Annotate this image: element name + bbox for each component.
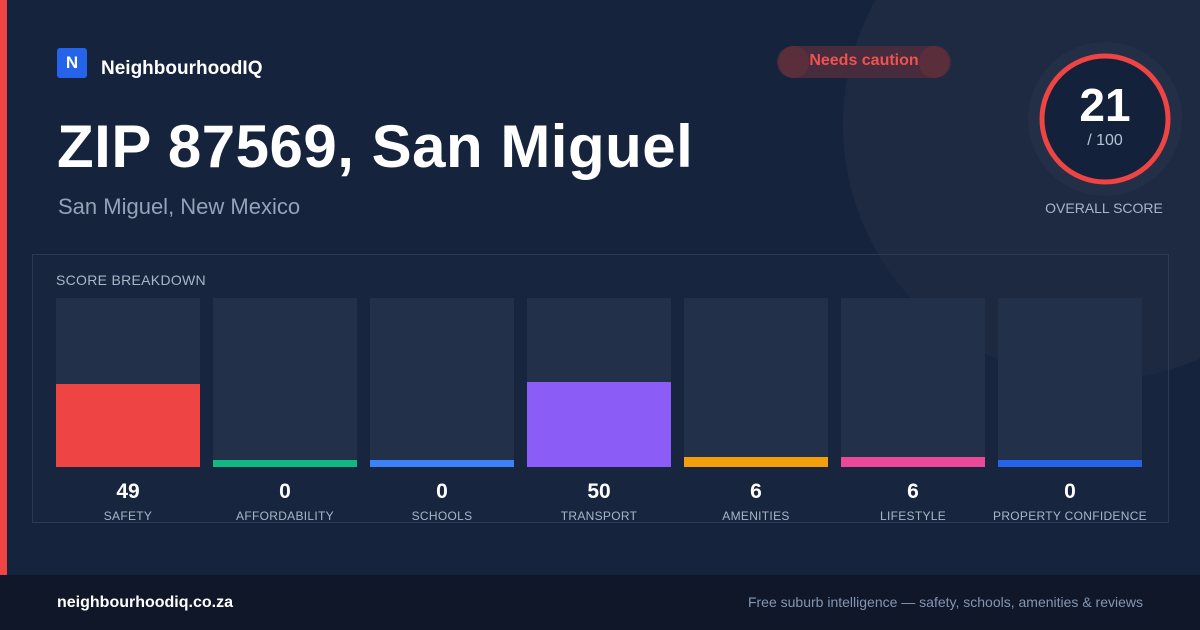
badge-cap-left — [779, 46, 809, 78]
score-bar-fill — [998, 460, 1142, 467]
score-bar-track — [56, 298, 200, 467]
badge-cap-right — [919, 46, 949, 78]
score-bar-fill — [684, 457, 828, 467]
score-label: AFFORDABILITY — [236, 509, 334, 523]
score-breakdown-title: SCORE BREAKDOWN — [56, 272, 206, 288]
score-label: PROPERTY CONFIDENCE — [993, 509, 1147, 523]
footer-tagline: Free suburb intelligence — safety, schoo… — [747, 594, 1143, 610]
score-bar-fill — [213, 460, 357, 467]
overall-score-ring: 21 / 100 — [1028, 42, 1182, 196]
score-label: AMENITIES — [722, 509, 790, 523]
overall-score-value: 21 — [1079, 79, 1131, 131]
score-breakdown-panel: SCORE BREAKDOWN 49 SAFETY 0 AFFORDABILITY 0 S… — [32, 254, 1169, 523]
overall-score-label: OVERALL SCORE — [1045, 200, 1163, 216]
score-bar-fill — [56, 384, 200, 467]
score-value: 49 — [116, 480, 140, 503]
score-bar-track — [841, 298, 985, 467]
score-label: TRANSPORT — [560, 509, 638, 523]
footer-url-link[interactable]: neighbourhoodiq.co.za — [57, 594, 233, 611]
score-bar-track — [213, 298, 357, 467]
footer: neighbourhoodiq.co.za Free suburb intell… — [0, 575, 1200, 630]
left-accent-bar — [0, 0, 7, 575]
score-bar-track — [684, 298, 828, 467]
brand-name: NeighbourhoodIQ — [101, 58, 263, 79]
status-badge: Needs caution — [777, 46, 951, 78]
score-ring-graphic — [1028, 42, 1182, 196]
page-subtitle: San Miguel, New Mexico — [58, 194, 301, 219]
score-bar-track — [370, 298, 514, 467]
score-bar-fill — [370, 460, 514, 467]
score-value: 0 — [436, 480, 448, 503]
score-value: 50 — [587, 480, 611, 503]
score-label: LIFESTYLE — [879, 509, 947, 523]
status-badge-label: Needs caution — [809, 52, 919, 69]
score-label: SAFETY — [103, 509, 153, 523]
brand[interactable]: N NeighbourhoodIQ — [57, 46, 262, 80]
score-value: 0 — [279, 480, 291, 503]
score-value: 6 — [907, 480, 919, 503]
overall-score-max: / 100 — [1087, 132, 1123, 149]
score-bar-track — [527, 298, 671, 467]
score-value: 6 — [750, 480, 762, 503]
score-bar-track — [998, 298, 1142, 467]
score-bar-fill — [841, 457, 985, 467]
score-ring-arc — [1039, 53, 1171, 185]
page-title: ZIP 87569, San Miguel — [57, 113, 694, 180]
score-bar-fill — [527, 382, 671, 467]
score-label: SCHOOLS — [411, 509, 473, 523]
brand-logo-icon: N — [57, 48, 87, 78]
score-value: 0 — [1064, 480, 1076, 503]
